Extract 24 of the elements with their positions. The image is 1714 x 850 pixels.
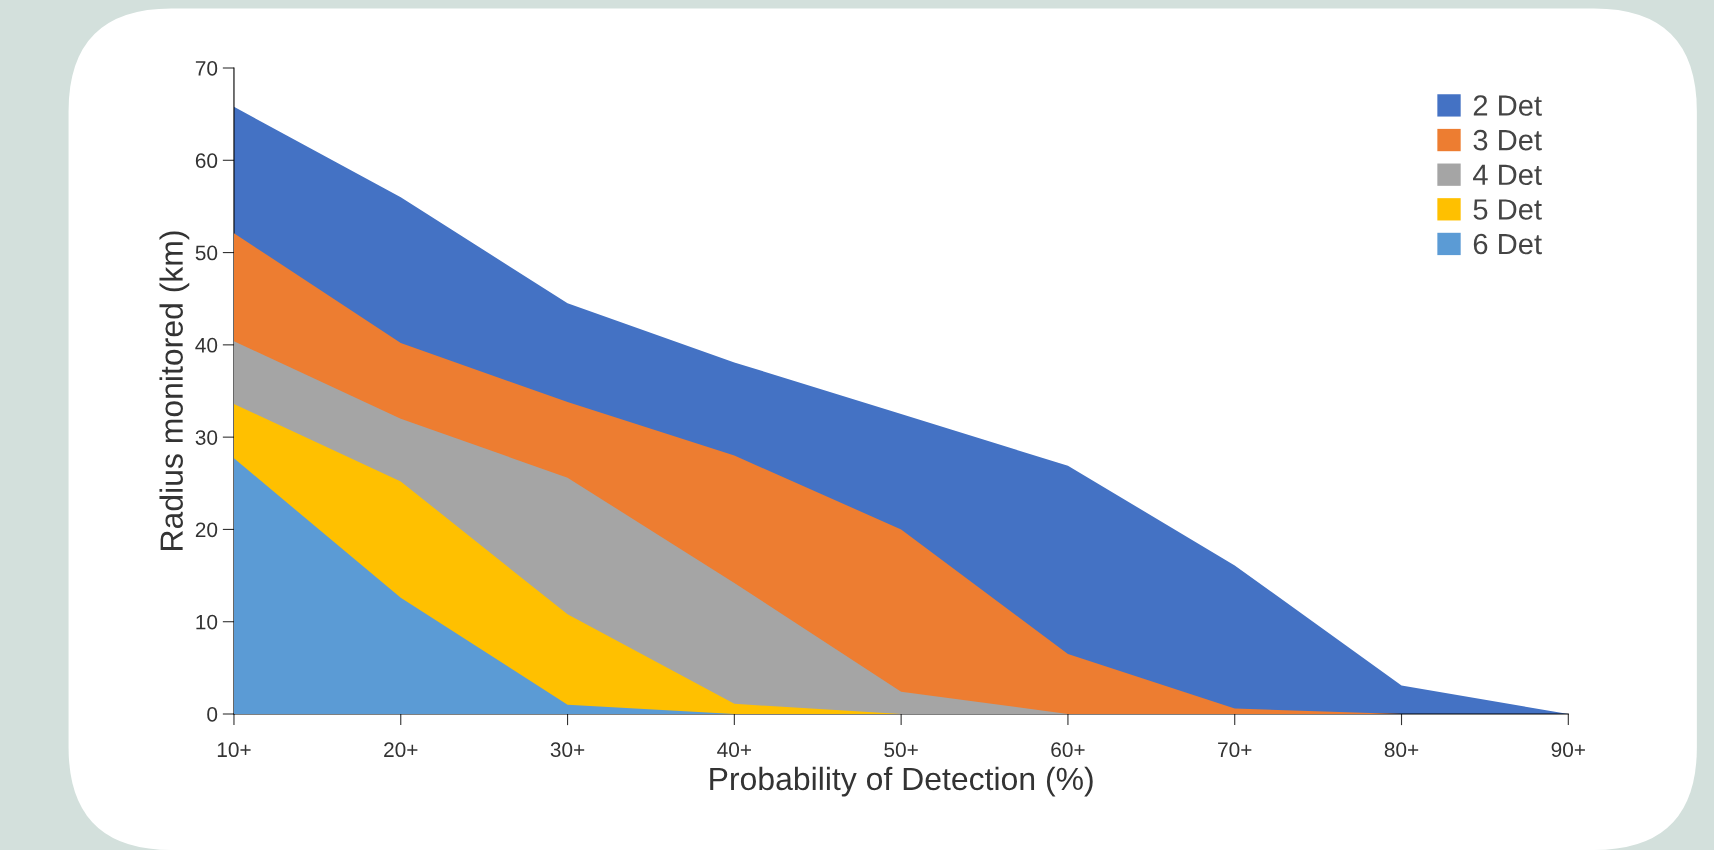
- x-tick-label: 20+: [384, 742, 418, 758]
- y-tick-label: 60: [195, 153, 218, 169]
- legend-label: 4 Det: [1473, 164, 1542, 186]
- y-tick-label: 70: [195, 61, 218, 76]
- x-tick-label: 10+: [217, 742, 251, 758]
- x-tick-label: 40+: [717, 742, 751, 758]
- y-axis-title: Radius monitored (km): [159, 231, 190, 550]
- y-tick-label: 20: [195, 522, 218, 538]
- x-tick-label: 80+: [1384, 742, 1419, 758]
- x-tick-label: 70+: [1218, 742, 1252, 758]
- y-tick-label: 30: [195, 430, 218, 445]
- y-tick-label: 40: [195, 337, 218, 353]
- x-axis-title: Probability of Detection (%): [710, 766, 1093, 797]
- legend-label: 5 Det: [1473, 199, 1542, 220]
- y-tick-label: 10: [196, 614, 218, 630]
- x-tick-label: 90+: [1551, 742, 1585, 758]
- legend-label: 6 Det: [1473, 233, 1542, 255]
- y-tick-label: 0: [207, 707, 218, 722]
- x-tick-label: 50+: [884, 742, 918, 758]
- x-tick-label: 60+: [1051, 742, 1085, 758]
- legend-label: 2 Det: [1473, 95, 1542, 116]
- legend-label: 3 Det: [1473, 129, 1542, 151]
- y-tick-label: 50: [195, 245, 218, 261]
- x-tick-label: 30+: [550, 742, 585, 758]
